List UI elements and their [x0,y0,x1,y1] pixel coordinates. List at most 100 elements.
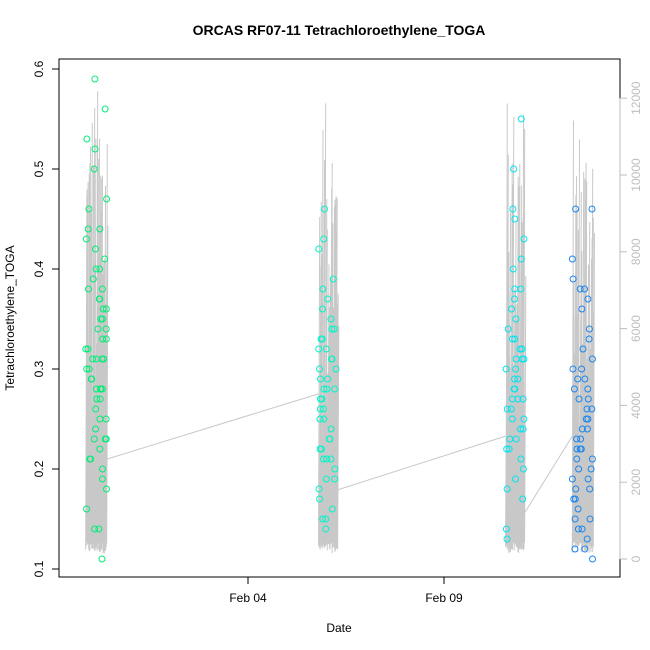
data-point [98,555,106,563]
data-point [82,235,90,243]
x-axis-label: Date [326,621,352,635]
data-point [511,215,519,223]
data-point [503,445,511,453]
data-point [320,405,327,413]
data-point [84,345,92,353]
data-point [324,375,332,383]
data-point [587,465,595,473]
y-axis-label: Tetrachloroethylene_TOGA [3,245,17,390]
data-point [575,395,583,403]
data-point [319,305,327,313]
y2-tick-label: 4000 [629,392,643,419]
data-point [520,235,528,243]
data-point [573,445,581,453]
data-point [315,245,323,253]
data-point [520,415,528,423]
data-point [517,115,525,123]
data-point [96,395,104,403]
data-point [92,425,100,433]
data-point [99,465,106,473]
data-point [90,165,98,173]
x-tick-label: Feb 04 [229,591,267,605]
data-point [586,485,594,493]
data-point [511,335,519,343]
data-point [508,335,516,343]
data-point [584,385,592,393]
data-point [318,335,326,343]
data-point [503,535,511,543]
data-point [510,385,518,393]
y-tick-label: 0.2 [32,460,46,477]
data-point [96,265,104,273]
data-point [577,435,585,443]
data-point [502,525,510,533]
data-point [327,315,335,323]
chart-title: ORCAS RF07-11 Tetrachloroethylene_TOGA [193,22,486,38]
data-point [96,295,104,303]
data-point [99,305,107,313]
data-point [518,345,526,353]
data-point [327,425,335,433]
data-point [330,325,338,333]
data-point [322,475,330,483]
data-point [85,365,93,373]
data-point [331,475,339,483]
data-point [573,435,581,443]
y2-tick-label: 10000 [629,158,643,192]
data-point [517,455,525,463]
data-point [519,395,527,403]
data-point [584,395,592,403]
y-tick-label: 0.4 [32,260,46,277]
data-point [578,305,586,313]
data-points [82,75,596,563]
data-point [577,445,585,453]
data-point [96,225,104,233]
data-point [98,475,106,483]
data-point [583,425,591,433]
y2-axis: 0 2000 4000 6000 8000 10000 12000 [619,81,643,562]
data-point [516,345,524,353]
data-point [574,525,582,533]
data-point [102,335,110,343]
data-point [578,525,586,533]
data-point [569,275,577,283]
data-point [505,445,513,453]
data-point [320,415,328,423]
data-point [316,365,323,373]
data-point [571,515,579,523]
data-point [514,395,522,403]
data-point [512,315,520,323]
data-point [575,465,583,473]
data-point [95,525,103,533]
data-point [512,475,519,483]
altitude-connector [106,393,319,460]
data-point [322,515,330,523]
data-point [96,415,104,423]
data-point [569,365,577,373]
data-point [322,345,330,353]
data-point [325,435,333,443]
altitude-series [85,91,595,554]
data-point [92,405,100,413]
data-point [503,485,511,493]
data-point [316,495,324,503]
data-point [103,485,110,493]
data-point [331,385,339,393]
data-point [328,355,335,363]
plot-frame [58,58,621,578]
y2-tick-label: 6000 [629,315,643,342]
data-point [101,255,109,263]
data-point [578,425,586,433]
data-point [511,375,518,383]
data-point [572,485,580,493]
data-point [517,255,525,263]
data-point [87,375,95,383]
x-tick-label: Feb 09 [425,591,463,605]
data-point [578,365,586,373]
data-point [517,425,524,433]
data-point [579,345,587,353]
data-point [502,365,510,373]
altitude-connector [337,435,506,491]
y-axis: 0.1 0.2 0.3 0.4 0.5 0.6 [32,60,60,577]
